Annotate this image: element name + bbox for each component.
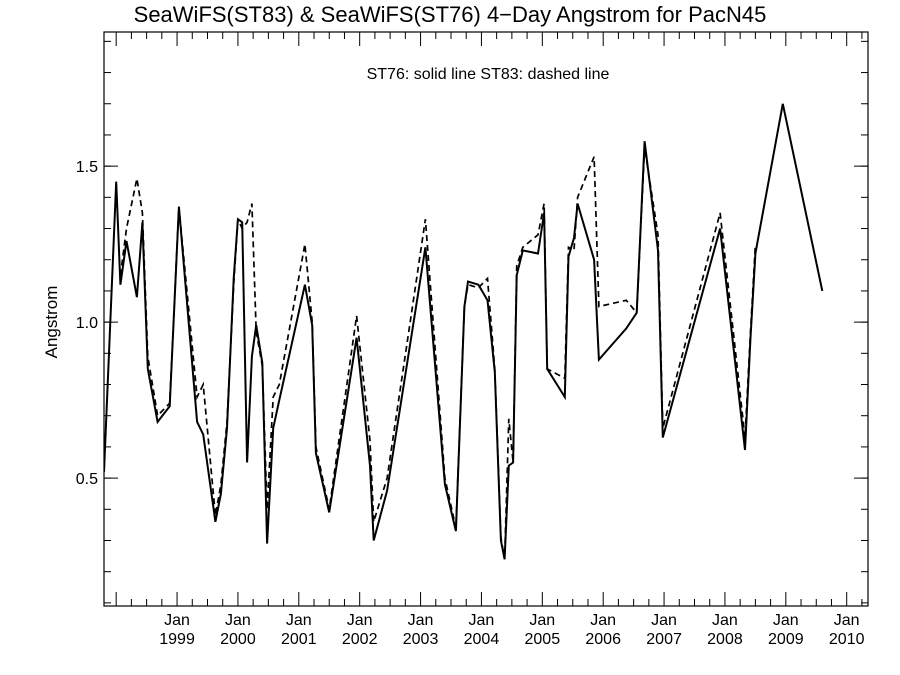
x-tick-month: Jan [712, 612, 738, 629]
x-tick-month: Jan [408, 612, 434, 629]
x-axis: Jan 1999 Jan 2000 Jan 2001 Jan 2002 Jan 2003 Jan 20… [115, 32, 865, 648]
x-tick-month: Jan [834, 612, 860, 629]
x-tick-year: 2008 [707, 631, 743, 648]
x-tick-year: 2007 [646, 631, 682, 648]
x-tick-year: 2009 [768, 631, 804, 648]
x-tick-year: 1999 [159, 631, 195, 648]
x-tick-month: Jan [347, 612, 373, 629]
x-tick-month: Jan [469, 612, 495, 629]
y-tick-label: 0.5 [76, 471, 98, 488]
x-tick-year: 2006 [585, 631, 621, 648]
x-tick-year: 2000 [220, 631, 256, 648]
x-tick-year: 2003 [403, 631, 439, 648]
series-line-st83 [119, 147, 757, 560]
y-axis-label: Angstrom [42, 286, 61, 359]
x-tick-month: Jan [590, 612, 616, 629]
legend-annotation: ST76: solid line ST83: dashed line [367, 66, 610, 83]
plot-border [103, 31, 869, 607]
x-tick-month: Jan [286, 612, 312, 629]
y-tick-label: 1.0 [76, 315, 98, 332]
chart-title: SeaWiFS(ST83) & SeaWiFS(ST76) 4−Day Angs… [134, 2, 767, 27]
x-tick-year: 2010 [829, 631, 865, 648]
series-line-st76 [104, 103, 824, 560]
x-tick-month: Jan [529, 612, 555, 629]
x-tick-year: 2002 [342, 631, 378, 648]
series-layer [104, 103, 824, 560]
x-tick-year: 2004 [464, 631, 500, 648]
x-tick-month: Jan [225, 612, 251, 629]
plot-frame [103, 31, 869, 607]
x-tick-month: Jan [164, 612, 190, 629]
y-axis: 0.5 1.0 1.5 [76, 40, 868, 604]
x-tick-month: Jan [773, 612, 799, 629]
x-tick-month: Jan [651, 612, 677, 629]
x-tick-year: 2005 [525, 631, 561, 648]
y-tick-label: 1.5 [76, 159, 98, 176]
x-tick-year: 2001 [281, 631, 317, 648]
